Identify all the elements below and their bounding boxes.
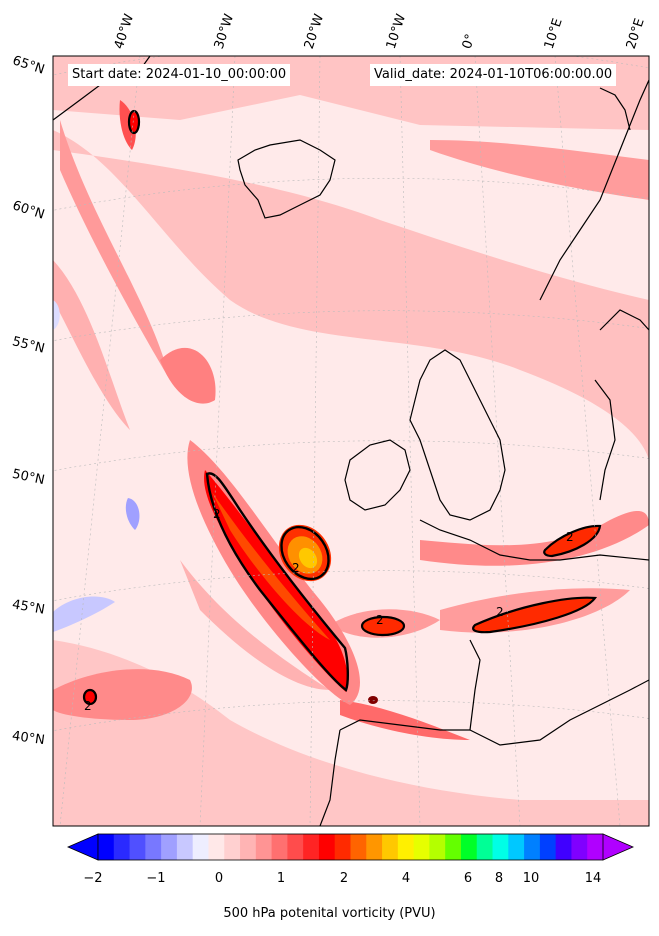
colorbar-frame (97, 833, 604, 861)
colorbar-cell (350, 834, 367, 860)
colorbar-min-extend (66, 833, 99, 861)
pv-field-shading (53, 56, 649, 826)
colorbar-cell (145, 834, 162, 860)
contour-label: 2 (376, 613, 384, 627)
great-britain-coast (409, 349, 506, 521)
north-coast-europe (419, 519, 649, 561)
colorbar-cell (192, 834, 209, 860)
colorbar-cell (129, 834, 146, 860)
colorbar-tick-label: 14 (584, 871, 602, 886)
contour-label: 2 (566, 530, 574, 544)
colorbar-tick-label: 6 (463, 871, 473, 886)
svalbard-coast (599, 87, 631, 131)
pv-streamer (82, 109, 602, 706)
iberia-west-coast (319, 729, 341, 826)
colorbar-cell (98, 834, 115, 860)
colorbar-tick-label: 4 (401, 871, 411, 886)
valid-date-label: Valid_date: 2024-01-10T06:00:00.00 (370, 64, 617, 86)
colorbar-cell (113, 834, 131, 860)
iberia-north-coast (339, 719, 470, 731)
colorbar-cell (539, 834, 557, 860)
colorbar-cell (382, 834, 399, 860)
norway-coast (539, 79, 649, 301)
contour-label: 2 (84, 699, 92, 713)
colorbar-cell (303, 834, 320, 860)
colorbar-tick-label: 0 (214, 871, 224, 886)
start-date-label: Start date: 2024-01-10_00:00:00 (68, 64, 291, 86)
denmark-coast (594, 379, 616, 501)
colorbar-cell (397, 834, 415, 860)
colorbar-tick-label: 1 (276, 871, 286, 886)
colorbar-cell (445, 834, 462, 860)
colorbar-cell (224, 834, 241, 860)
colorbar-cell (161, 834, 178, 860)
map-frame (52, 55, 650, 827)
colorbar-tick-label: 8 (494, 871, 504, 886)
med-coast (469, 679, 649, 746)
colorbar-cell (255, 834, 273, 860)
colorbar-cell (176, 834, 194, 860)
contour-label-group: 2 2 2 2 2 2 (84, 507, 574, 713)
colorbar-tick-label: −1 (146, 871, 166, 886)
colorbar-cell (492, 834, 509, 860)
ireland-coast (344, 439, 411, 511)
colorbar-cell (476, 834, 494, 860)
colorbar-title: 500 hPa potenital vorticity (PVU) (223, 906, 436, 921)
colorbar-cell (460, 834, 478, 860)
colorbar-cell (287, 834, 304, 860)
contour-label: 2 (292, 561, 300, 575)
colorbar-cell (318, 834, 336, 860)
colorbar-max-extend (602, 833, 635, 861)
colorbar-cell (429, 834, 446, 860)
biscay-coast (469, 639, 481, 731)
colorbar-cell (366, 834, 383, 860)
contour-label: 2 (496, 605, 504, 619)
graticule (53, 56, 649, 826)
colorbar-cell (587, 834, 604, 860)
colorbar-cell (240, 834, 257, 860)
colorbar-cell (571, 834, 588, 860)
colorbar-cell (524, 834, 541, 860)
colorbar-cell (334, 834, 351, 860)
colorbar-cell (208, 834, 225, 860)
colorbar-cell (555, 834, 572, 860)
contour-label: 2 (213, 507, 221, 521)
south-norway-coast (599, 309, 649, 331)
colorbar-tick-label: 2 (339, 871, 349, 886)
colorbar-cell (508, 834, 525, 860)
iceland-coast (237, 139, 336, 219)
map-plot-area (53, 56, 649, 826)
colorbar (66, 833, 635, 861)
colorbar-tick-label: 10 (522, 871, 540, 886)
colorbar-cell (271, 834, 288, 860)
colorbar-tick-label: −2 (83, 871, 103, 886)
colorbar-cell (413, 834, 430, 860)
